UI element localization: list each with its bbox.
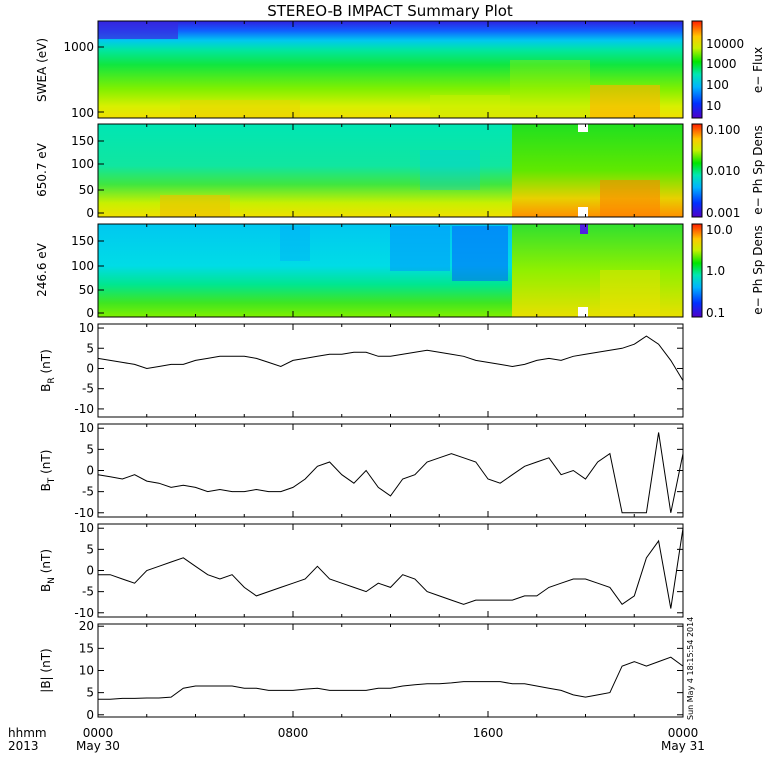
BN-ytick-label: 5 (86, 542, 94, 556)
pad650-cbar-label: e− Ph Sp Dens (751, 125, 765, 214)
pad246-cbar-tick-0.1: 0.1 (706, 306, 725, 320)
panel-BN: 10 5 0 -5 -10 BN (nT) (39, 521, 684, 620)
swea-cbar-label: e− Flux (751, 47, 765, 93)
generation-stamp: Sun May 4 18:15:54 2014 (686, 617, 695, 720)
swea-colorbar (691, 20, 703, 119)
pad246-data-gap-bottom (578, 307, 588, 317)
BN-ytick-label: 10 (79, 521, 94, 535)
BT-ytick-label: -10 (74, 506, 94, 520)
BT-ylabel: BT (nT) (39, 450, 57, 492)
pad650-ytick-150: 150 (71, 134, 94, 148)
pad246-data-gap-top (580, 224, 588, 234)
swea-cbar-tick-1000: 1000 (706, 57, 737, 71)
pad650-ytick-100: 100 (71, 157, 94, 171)
BN-ytick-label: -5 (82, 585, 94, 599)
time-tick-label-3: 0000 (668, 726, 699, 740)
Bmag-ylabel: |B| (nT) (39, 648, 53, 692)
BT-ytick-label: 5 (86, 442, 94, 456)
pad650-cbar-tick-0.010: 0.010 (706, 164, 740, 178)
pad650-ytick-0: 0 (86, 206, 94, 220)
pad650-ylabel: 650.7 eV (35, 142, 49, 197)
panel-Bmag-frame (97, 623, 684, 718)
BT-series-line (97, 432, 684, 514)
magnetic-field-panels: 10 5 0 -5 -10 BR (nT) 10 5 0 -5 -10 BT (nT) 10 5 0 -5 -1… (39, 321, 684, 722)
Bmag-ytick-label: 5 (86, 686, 94, 700)
time-tick-label-0: 0000 (83, 726, 114, 740)
pad650-data-gap-top (578, 124, 588, 132)
pad246-ytick-0: 0 (86, 306, 94, 320)
pad650-ytick-50: 50 (79, 183, 94, 197)
BN-ytick-label: -10 (74, 606, 94, 620)
pad650-cbar-tick-0.001: 0.001 (706, 206, 740, 220)
time-tick-label-2: 1600 (473, 726, 504, 740)
time-axis-corner-year: 2013 (8, 739, 39, 753)
pad246-cbar-label: e− Ph Sp Dens (751, 225, 765, 314)
BN-series-line (98, 528, 684, 609)
BN-ylabel: BN (nT) (39, 549, 57, 592)
pad246-ytick-150: 150 (71, 234, 94, 248)
BR-ytick-label: 5 (86, 341, 94, 355)
BR-series-line (97, 335, 684, 381)
swea-ytick-1000: 1000 (63, 40, 94, 54)
swea-cbar-tick-10000: 10000 (706, 37, 744, 51)
time-tick-label-1: 0800 (278, 726, 309, 740)
BR-ytick-label: -5 (82, 382, 94, 396)
panel-BN-frame (97, 523, 684, 618)
pad650-data-gap-bottom (578, 207, 588, 217)
pad246-spectrogram-panel: 246.6 eV 150 100 50 0 10.0 1.0 0.1 e− Ph… (35, 223, 765, 320)
BT-ytick-label: 10 (79, 421, 94, 435)
pad650-colorbar (691, 123, 703, 218)
BR-ytick-label: -10 (74, 402, 94, 416)
swea-cbar-tick-100: 100 (706, 78, 729, 92)
panel-BT: 10 5 0 -5 -10 BT (nT) (39, 421, 684, 520)
panel-BR: 10 5 0 -5 -10 BR (nT) (39, 321, 684, 418)
BR-ylabel: BR (nT) (39, 349, 57, 392)
time-axis-corner-hhmm: hhmm (8, 726, 47, 740)
BN-ytick-label: 0 (86, 564, 94, 578)
BR-ytick-label: 10 (79, 321, 94, 335)
plot-title: STEREO-B IMPACT Summary Plot (267, 2, 513, 20)
pad246-ytick-50: 50 (79, 283, 94, 297)
pad246-cbar-tick-1.0: 1.0 (706, 264, 725, 278)
BT-ytick-label: 0 (86, 464, 94, 478)
swea-cbar-tick-10: 10 (706, 99, 721, 113)
pad650-spectrogram-panel: 650.7 eV 150 100 50 0 0.100 0.010 0.001 … (35, 123, 765, 220)
panel-Bmag: 20 15 10 5 0 |B| (nT) (39, 619, 684, 722)
pad246-ylabel: 246.6 eV (35, 242, 49, 297)
time-tick-date-0: May 30 (76, 739, 120, 753)
pad246-ytick-100: 100 (71, 259, 94, 273)
BT-ytick-label: -5 (82, 485, 94, 499)
time-tick-date-3: May 31 (661, 739, 705, 753)
BR-ytick-label: 0 (86, 361, 94, 375)
Bmag-series-line (98, 656, 684, 700)
Bmag-ytick-label: 0 (86, 708, 94, 722)
swea-ytick-100: 100 (71, 106, 94, 120)
swea-spectrogram-panel: SWEA (eV) 1000 100 10000 1000 100 10 e− … (35, 20, 765, 120)
panel-BT-frame (97, 423, 684, 518)
pad246-colorbar (691, 223, 703, 318)
Bmag-ytick-label: 15 (79, 641, 94, 655)
pad246-cbar-tick-10.0: 10.0 (706, 223, 733, 237)
Bmag-ytick-label: 20 (79, 619, 94, 633)
Bmag-ytick-label: 10 (79, 664, 94, 678)
panel-BR-frame (97, 323, 684, 418)
swea-ylabel: SWEA (eV) (35, 38, 49, 102)
pad650-cbar-tick-0.100: 0.100 (706, 123, 740, 137)
